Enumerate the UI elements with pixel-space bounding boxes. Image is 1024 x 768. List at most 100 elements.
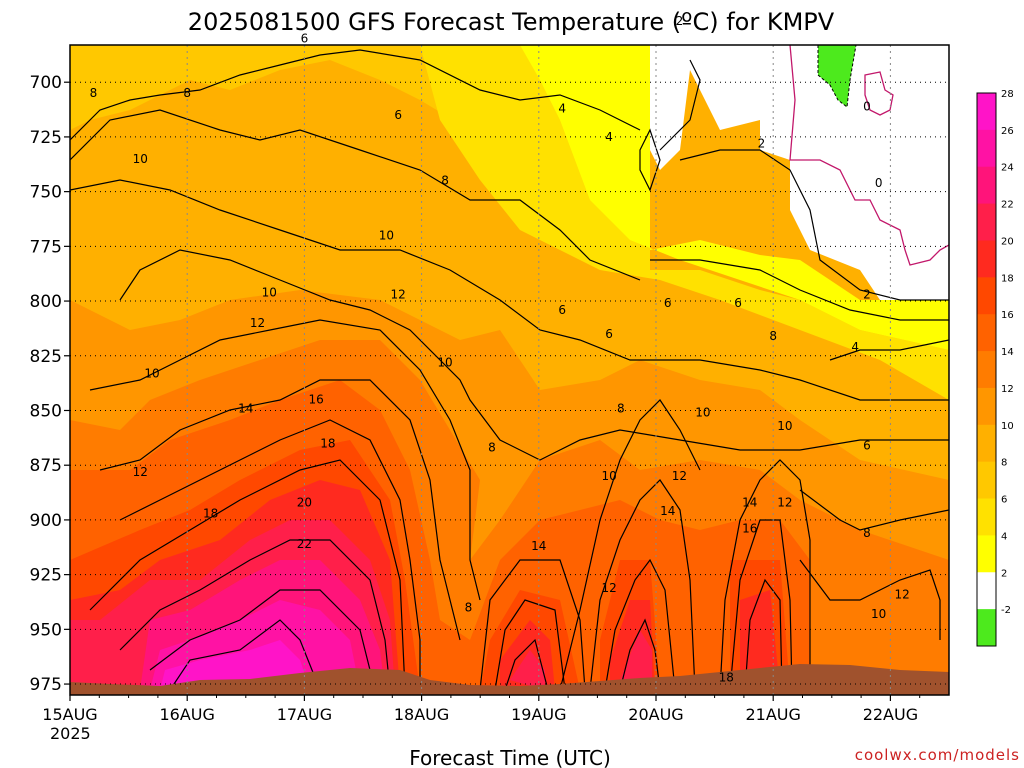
x-tick-label: 19AUG xyxy=(511,705,566,724)
temperature-field xyxy=(70,45,949,695)
contour-label: 14 xyxy=(531,539,546,553)
contour-label: 16 xyxy=(742,522,757,536)
contour-label: 10 xyxy=(601,469,616,483)
contour-label: 8 xyxy=(90,86,98,100)
contour-label: 6 xyxy=(394,108,402,122)
y-tick-label: 850 xyxy=(30,401,62,421)
colorbar-swatch xyxy=(977,351,996,389)
colorbar-tick-label: 8 xyxy=(1001,458,1007,469)
colorbar-swatch xyxy=(977,93,996,131)
contour-label: 6 xyxy=(605,327,613,341)
x-tick-label: 17AUG xyxy=(277,705,332,724)
contour-label: 14 xyxy=(238,401,253,415)
contour-label: 2 xyxy=(863,287,871,301)
colorbar-tick-label: -2 xyxy=(1001,605,1011,616)
zero-degree-contour xyxy=(789,45,949,266)
colorbar-tick-label: 28 xyxy=(1001,89,1014,100)
contour-label: 8 xyxy=(183,86,191,100)
colorbar-tick-label: 26 xyxy=(1001,126,1014,137)
contour-label: 6 xyxy=(664,296,672,310)
colorbar-swatch xyxy=(977,461,996,500)
y-tick-label: 825 xyxy=(30,347,62,367)
contour-label: 12 xyxy=(777,495,792,509)
contour-label: 16 xyxy=(308,393,323,407)
contour-label: 4 xyxy=(851,340,859,354)
colorbar-swatch xyxy=(977,277,996,315)
contour-label: 12 xyxy=(133,465,148,479)
contour-label: 18 xyxy=(719,670,734,684)
contour-label: 10 xyxy=(144,366,159,380)
y-tick-label: 725 xyxy=(30,128,62,148)
contour-label: 18 xyxy=(320,436,335,450)
y-tick-label: 900 xyxy=(30,511,62,531)
colorbar-swatch xyxy=(977,424,996,463)
contour-label: 12 xyxy=(601,581,616,595)
colorbar-swatch xyxy=(977,609,996,647)
colorbar-tick-label: 2 xyxy=(1001,568,1007,579)
contour-lines xyxy=(70,49,949,691)
contour-label: 10 xyxy=(695,406,710,420)
contour-label: 2 xyxy=(758,136,766,150)
y-tick-label: 950 xyxy=(30,620,62,640)
contour-label: 4 xyxy=(605,130,613,144)
y-tick-label: 975 xyxy=(30,675,62,695)
y-tick-label: 775 xyxy=(30,237,62,257)
contour-label: 0 xyxy=(875,176,883,190)
y-axis: 700 725 750 775 800 825 850 875 900 925 950 975 xyxy=(30,73,70,695)
colorbar-tick-label: 20 xyxy=(1001,236,1014,247)
colorbar-tick-label: 18 xyxy=(1001,273,1014,284)
colorbar-tick-label: 4 xyxy=(1001,531,1007,542)
contour-label: 0 xyxy=(863,99,871,113)
colorbar-swatch xyxy=(977,387,996,426)
contour-label: 6 xyxy=(558,303,566,317)
colorbar-swatch xyxy=(977,535,996,573)
y-tick-label: 875 xyxy=(30,456,62,476)
contour-label: 10 xyxy=(133,152,148,166)
x-axis-title: Forecast Time (UTC) xyxy=(409,746,611,768)
x-tick-label: 18AUG xyxy=(394,705,449,724)
y-tick-label: 750 xyxy=(30,183,62,203)
x-year-label: 2025 xyxy=(50,724,91,743)
x-tick-label: 22AUG xyxy=(863,705,918,724)
x-tick-label: 16AUG xyxy=(159,705,214,724)
x-tick-label: 21AUG xyxy=(745,705,800,724)
contour-label: 14 xyxy=(660,504,675,518)
contour-label: 22 xyxy=(297,537,312,551)
grid-lines xyxy=(70,45,949,695)
colorbar-tick-label: 10 xyxy=(1001,421,1014,432)
colorbar-frame xyxy=(976,92,997,647)
contour-label: 12 xyxy=(250,316,265,330)
contour-label: 8 xyxy=(488,441,496,455)
colorbar-swatch xyxy=(977,572,996,610)
contour-label: 8 xyxy=(465,600,473,614)
contour-label: 2 xyxy=(676,14,684,28)
ground-area xyxy=(70,664,949,695)
contour-label: 10 xyxy=(262,285,277,299)
contour-label: 18 xyxy=(203,506,218,520)
colorbar-tick-label: 16 xyxy=(1001,310,1014,321)
contour-label: 10 xyxy=(437,355,452,369)
contour-label: 4 xyxy=(558,101,566,115)
colorbar-tick-label: 12 xyxy=(1001,384,1014,395)
contour-label: 8 xyxy=(769,329,777,343)
colorbar-tick-label: 14 xyxy=(1001,347,1014,358)
chart-title: 2025081500 GFS Forecast Temperature (ºC)… xyxy=(188,8,835,36)
y-tick-label: 800 xyxy=(30,292,62,312)
contour-label: 14 xyxy=(742,495,757,509)
colorbar-tick-label: 6 xyxy=(1001,495,1007,506)
contour-label: 20 xyxy=(297,495,312,509)
x-tick-label: 20AUG xyxy=(628,705,683,724)
plot-area xyxy=(70,45,949,695)
colorbar-swatch xyxy=(977,129,996,168)
credit-text: coolwx.com/models xyxy=(855,746,1020,764)
contour-label: 8 xyxy=(441,174,449,188)
contour-label: 8 xyxy=(617,401,625,415)
colorbar-swatch xyxy=(977,203,996,241)
contour-label: 6 xyxy=(863,439,871,453)
x-tick-label: 15AUG xyxy=(42,705,97,724)
y-tick-label: 925 xyxy=(30,566,62,586)
colorbar-swatch xyxy=(977,166,996,205)
